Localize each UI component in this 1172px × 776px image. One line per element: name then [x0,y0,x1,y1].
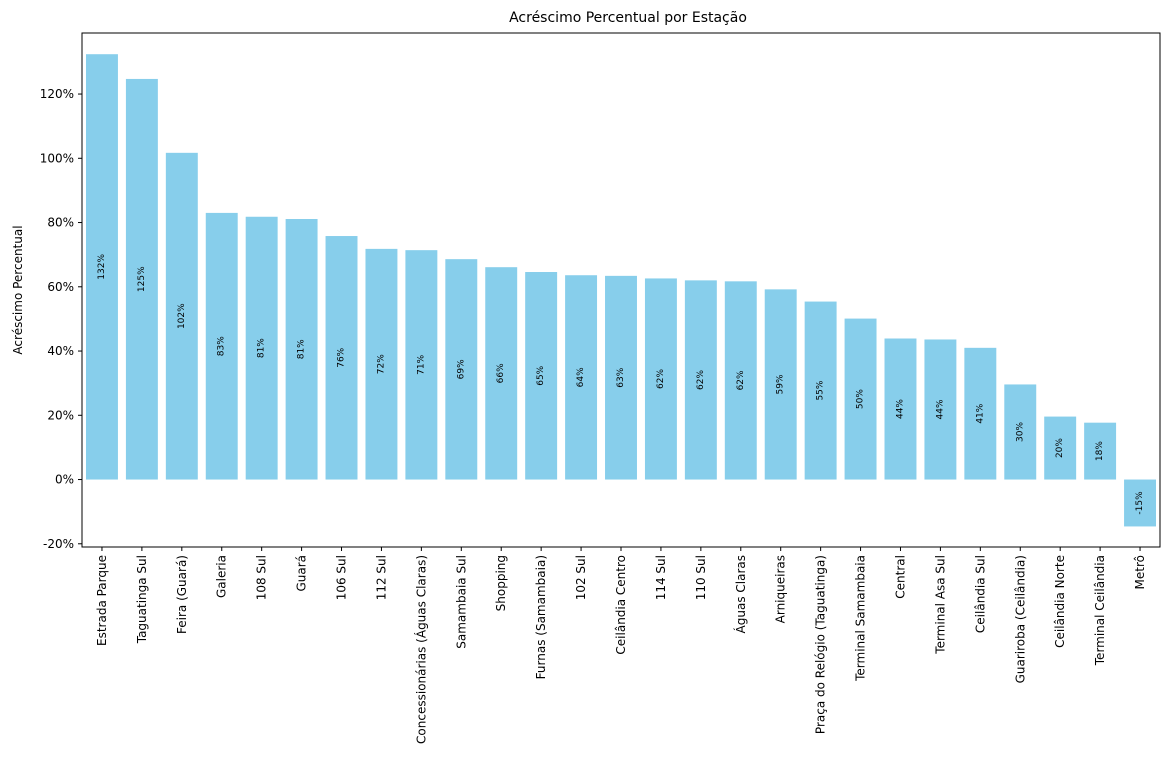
x-tick-label: 108 Sul [255,555,269,600]
bar-value-label: 63% [616,367,626,387]
bar-value-label: 44% [935,399,945,419]
bar [1004,384,1037,480]
bar [684,280,717,480]
bar [125,78,158,480]
bar-value-label: 30% [1015,422,1025,442]
bar-value-label: 81% [297,339,307,359]
x-tick-label: Praça do Relógio (Taguatinga) [814,555,828,734]
bar-labels-layer: 132% 125% 102% 83% 81% 81% 76% 72% 71% 69% 66% 65% 6… [97,254,1145,515]
bar-value-label: 20% [1055,438,1065,458]
bar-value-label: 76% [337,347,347,367]
x-tick-label: 106 Sul [335,555,349,600]
bar [165,152,198,480]
bar-value-label: 64% [576,367,586,387]
bar [964,347,997,480]
bar [565,275,598,480]
x-tick-label: Furnas (Samambaia) [534,555,548,679]
bar-value-label: 102% [177,303,187,329]
bar [285,219,318,480]
x-tick-label: Águas Claras [733,555,748,633]
x-tick-label: Terminal Asa Sul [933,555,947,655]
bar-value-label: 18% [1095,441,1105,461]
bar-value-label: 44% [895,399,905,419]
bar [1084,422,1117,480]
bar [85,54,118,480]
bar-value-label: 125% [137,266,147,292]
bar [605,275,637,480]
bar [924,339,957,480]
x-axis-ticks: Estrada Parque Taguatinga Sul Feira (Guará… [95,547,1147,744]
chart-title: Acréscimo Percentual por Estação [509,10,747,26]
x-tick-label: 110 Sul [694,555,708,600]
bar [1124,479,1157,527]
bar [405,250,438,480]
bar-value-label: 41% [975,403,985,423]
bar-value-label: 69% [456,359,466,379]
plot-frame [81,32,1161,548]
bar-value-label: 72% [376,354,386,374]
x-tick-label: Guará [295,555,309,592]
bar-value-label: 62% [696,370,706,390]
bar-value-label: 71% [416,354,426,374]
x-tick-label: Guariroba (Ceilândia) [1013,555,1027,683]
x-tick-label: Ceilândia Sul [973,555,987,633]
bar [205,212,238,480]
bar [1044,416,1077,480]
bar [245,216,278,480]
x-tick-label: Samambaia Sul [454,555,468,649]
x-tick-label: Ceilândia Centro [614,555,628,655]
bar [844,318,877,480]
bar-value-label: 132% [97,254,107,280]
y-tick-label: 0% [55,473,74,487]
y-tick-label: 120% [40,87,74,101]
x-tick-label: Ceilândia Norte [1053,555,1067,648]
bar [525,272,558,480]
bar-value-label: 83% [217,336,227,356]
y-tick-label: 60% [47,280,74,294]
bar [724,281,757,480]
x-tick-label: Central [893,555,907,599]
x-tick-label: Estrada Parque [95,555,109,646]
bar [764,289,797,480]
bar-value-label: 66% [496,363,506,383]
bar-value-label: 50% [856,389,866,409]
x-tick-label: Taguatinga Sul [135,555,149,644]
x-tick-label: 102 Sul [574,555,588,600]
x-tick-label: Shopping [494,555,508,611]
x-tick-label: Feira (Guará) [175,555,189,634]
bar-value-label: -15% [1135,491,1145,515]
bars-layer [85,54,1157,527]
x-tick-label: Arniqueiras [774,555,788,623]
bar-value-label: 65% [536,365,546,385]
y-tick-label: -20% [43,537,74,551]
bar [365,248,398,480]
bar [485,267,518,480]
y-axis-ticks: -20% 0% 20% 40% 60% 80% 100% 120% [40,87,82,551]
bar-value-label: 81% [257,338,267,358]
bar-value-label: 62% [736,370,746,390]
x-tick-label: Terminal Ceilândia [1093,555,1107,666]
y-axis-label: Acréscimo Percentual [11,225,25,354]
bar [804,301,837,480]
bar [445,259,478,480]
y-tick-label: 40% [47,344,74,358]
x-tick-label: Galeria [215,555,229,598]
bar-value-label: 62% [656,369,666,389]
x-tick-label: Terminal Samambaia [854,555,868,682]
x-tick-label: 112 Sul [374,555,388,600]
bar-value-label: 55% [816,380,826,400]
x-tick-label: 114 Sul [654,555,668,600]
x-tick-label: Concessionárias (Águas Claras) [413,555,428,744]
y-tick-label: 100% [40,151,74,165]
bar [325,236,358,480]
bar [884,338,917,480]
x-tick-label: Metrô [1133,555,1147,589]
bar-value-label: 59% [776,374,786,394]
bar [644,278,677,480]
y-tick-label: 20% [47,408,74,422]
y-tick-label: 80% [47,216,74,230]
